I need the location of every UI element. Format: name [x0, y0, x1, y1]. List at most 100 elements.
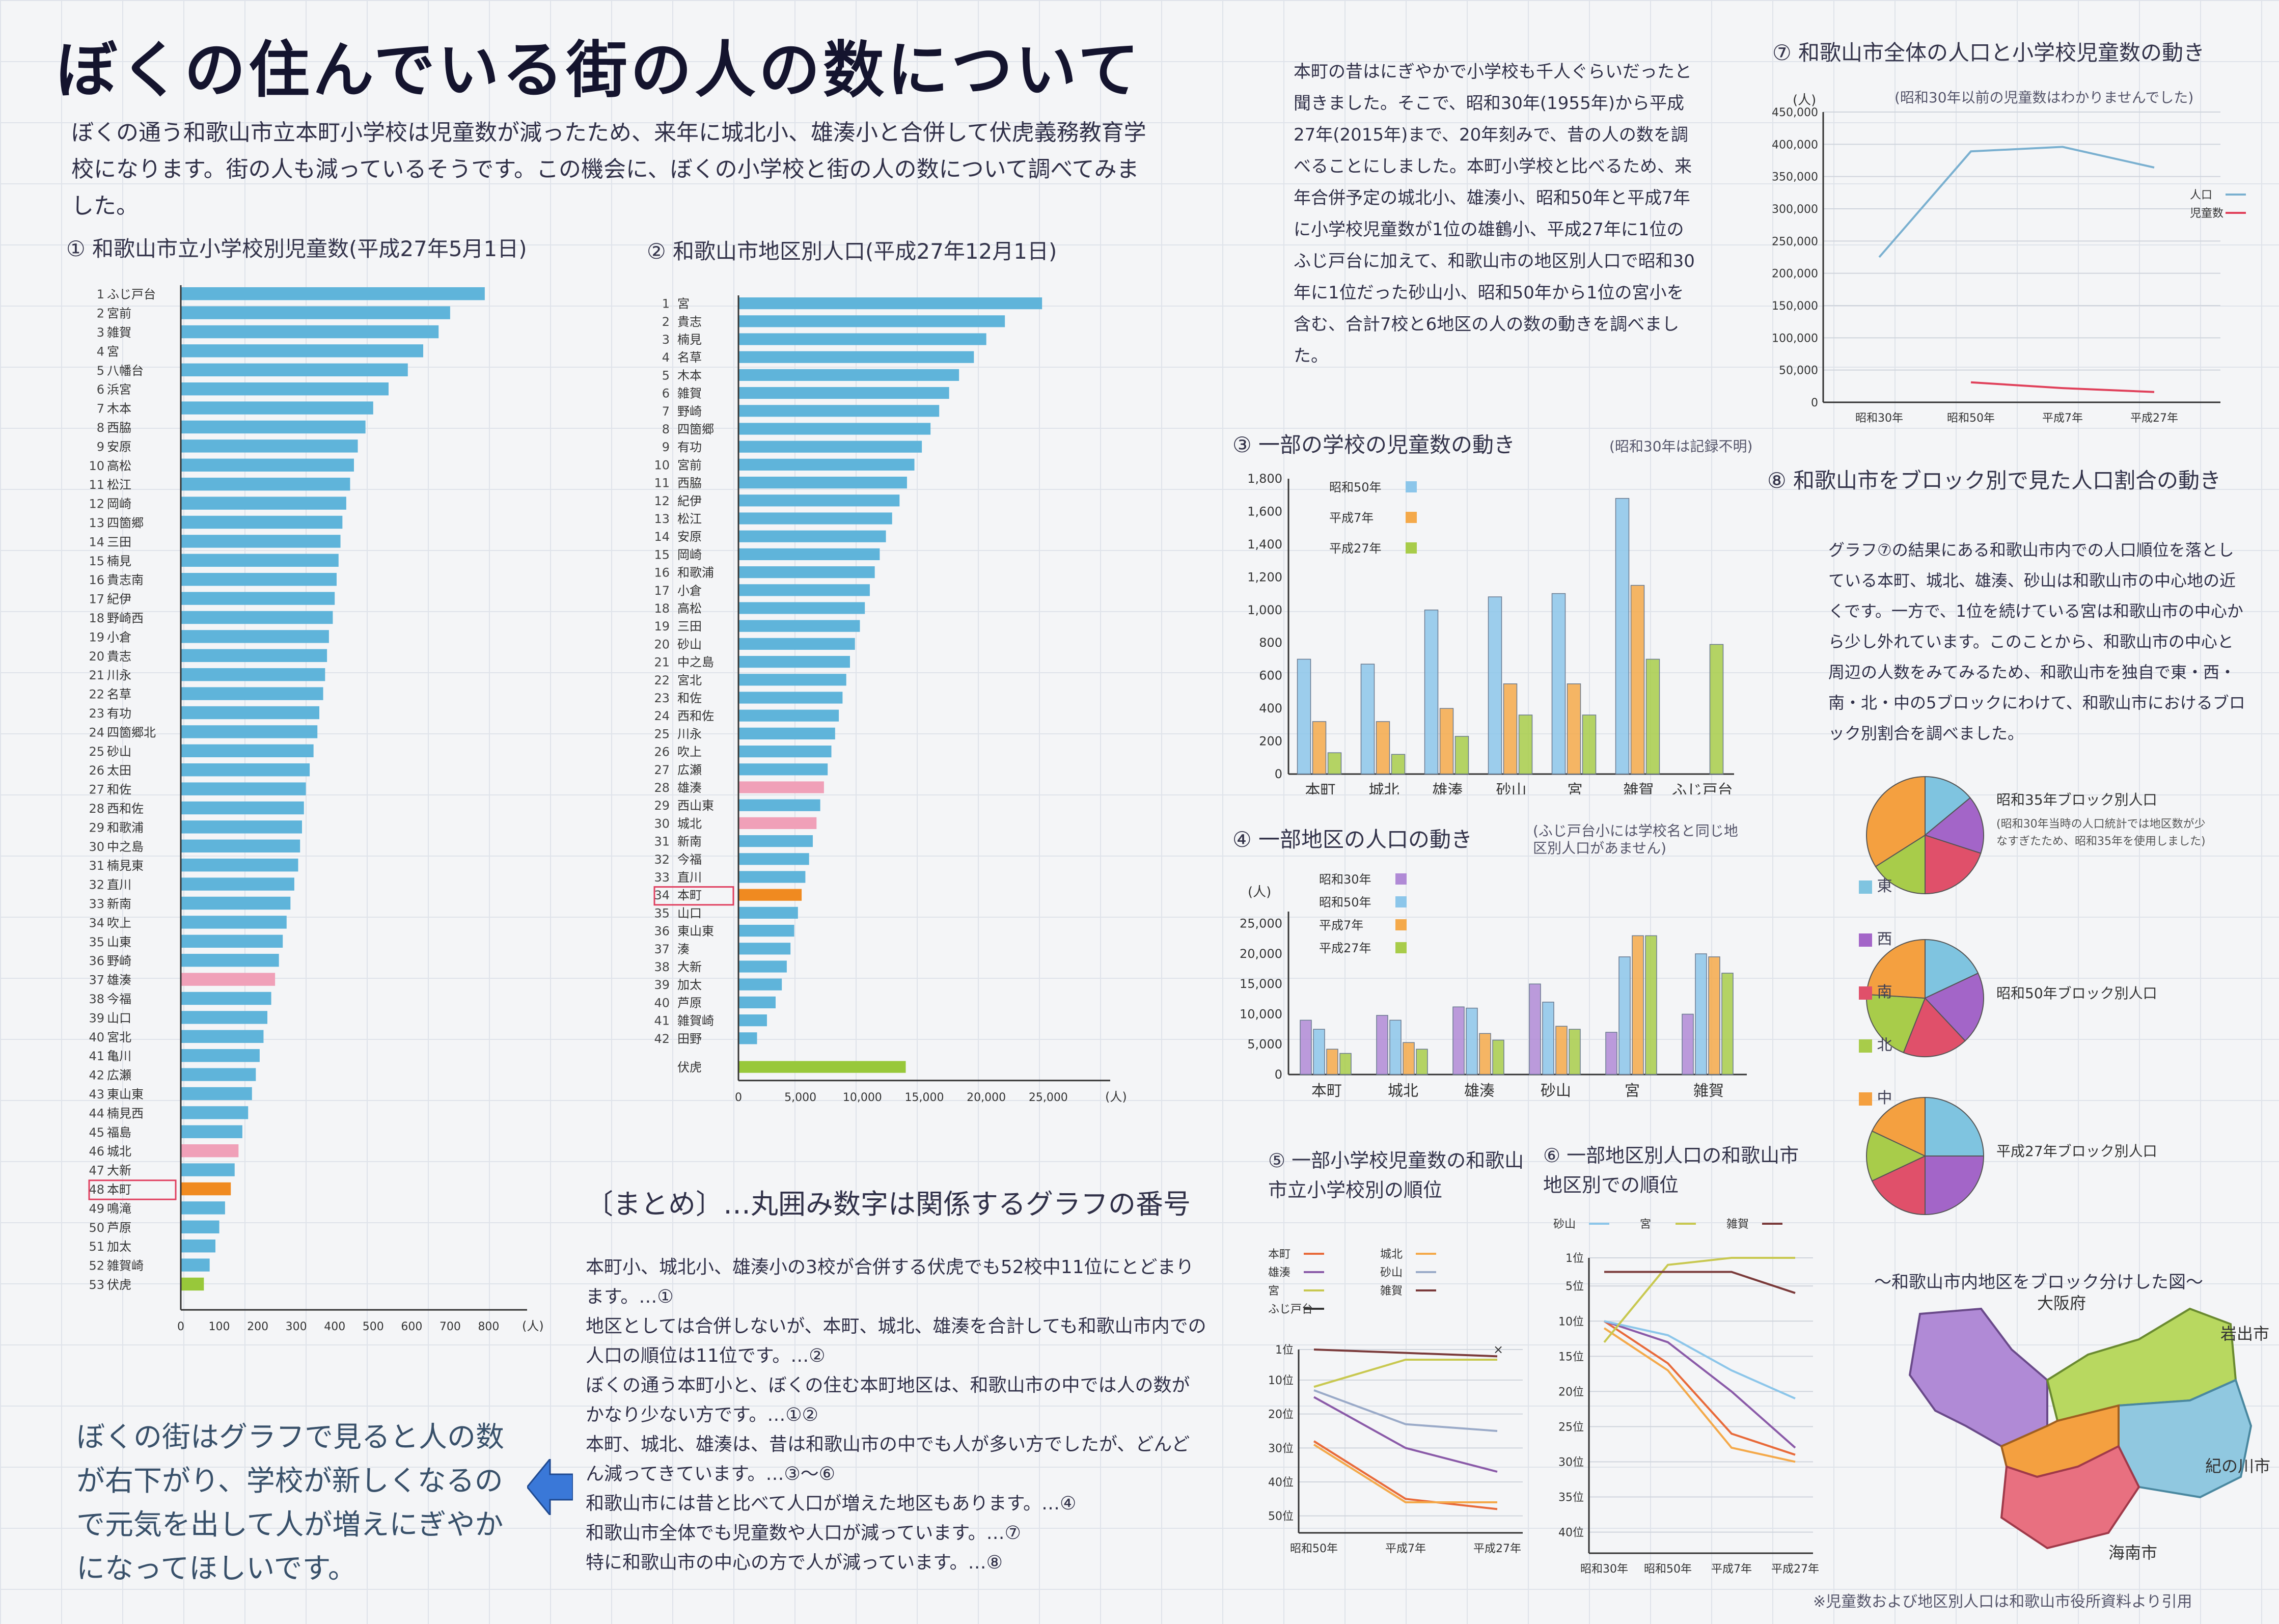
bar	[738, 835, 813, 847]
tick-label: 200	[1259, 734, 1282, 749]
bar	[1721, 973, 1734, 1075]
rank-label: 18	[654, 601, 670, 616]
rank-label: 9	[662, 440, 670, 454]
chart8-title: ⑧ 和歌山市をブロック別で見た人口割合の動き	[1767, 468, 2221, 493]
tick-label: 100	[209, 1320, 230, 1333]
tick-label: 25,000	[1029, 1091, 1068, 1104]
category-label: 和佐	[677, 691, 702, 705]
pie-slice	[1866, 1130, 1927, 1182]
legend-swatch	[1406, 542, 1417, 554]
bar	[181, 325, 439, 339]
category-label: 雄湊	[107, 973, 131, 987]
bar	[738, 906, 798, 919]
tick-label: 600	[1259, 669, 1282, 683]
tick-label: 200,000	[1772, 268, 1818, 281]
legend-label: 雑賀	[1726, 1218, 1749, 1231]
bar	[181, 1220, 219, 1233]
category-label: 宮	[107, 344, 119, 359]
x-tick-label: 昭和50年	[1947, 412, 1995, 425]
category-label: 八幡台	[107, 364, 144, 378]
category-label: 川永	[677, 727, 702, 741]
tick-label: 800	[1259, 636, 1282, 650]
legend-swatch	[1406, 512, 1417, 523]
bar	[181, 592, 335, 605]
rank-label: 1	[662, 297, 670, 311]
bar	[738, 530, 886, 542]
legend-swatch	[1859, 1039, 1872, 1053]
rank-label: 31	[89, 859, 104, 873]
category-label: 木本	[677, 368, 702, 382]
series-line	[1604, 1320, 1796, 1400]
pie-slice	[1871, 1096, 1926, 1157]
category-label: 小倉	[677, 584, 702, 598]
bar	[738, 423, 931, 435]
rank-label: 51	[89, 1240, 104, 1254]
bar	[181, 1049, 260, 1062]
series-line	[1878, 146, 2155, 258]
series-line	[1603, 1327, 1796, 1463]
category-label: 名草	[107, 687, 131, 702]
bar	[181, 458, 354, 472]
rank-label: 41	[89, 1049, 104, 1063]
category-label: 四箇郷北	[107, 725, 156, 739]
category-label: 宮北	[107, 1030, 131, 1044]
rank-label: 13	[89, 516, 104, 530]
bar	[738, 925, 794, 937]
bar	[738, 638, 855, 650]
rank-label: 9	[97, 439, 104, 454]
page-title: ぼくの住んでいる街の人の数について	[56, 35, 1142, 106]
series-line	[1313, 1389, 1498, 1432]
tick-label: 20,000	[1240, 947, 1282, 961]
category-label: 四箇郷	[107, 516, 144, 530]
bar	[738, 602, 865, 614]
tick-label: 1,600	[1247, 504, 1282, 518]
rank-label: 46	[89, 1144, 104, 1159]
bar	[181, 839, 300, 852]
rank-label: 33	[89, 897, 104, 911]
tick-label: 0	[1275, 767, 1282, 781]
x-tick-label: 昭和30年	[1855, 412, 1903, 425]
legend-west: 西	[1859, 926, 1892, 949]
bar	[181, 896, 291, 910]
bar	[1605, 1032, 1617, 1075]
summary-line: 本町、城北、雄湊は、昔は和歌山市の中でも人が多い方でしたが、どんどん減ってきてい…	[586, 1434, 1190, 1484]
legend-label: 城北	[1640, 1212, 1662, 1213]
bar	[1551, 593, 1566, 775]
tick-label: 0	[1275, 1067, 1282, 1082]
rank-label: 18	[89, 611, 104, 625]
category-label: 和歌浦	[677, 566, 714, 580]
bar	[181, 344, 423, 357]
category-label: 本町	[677, 888, 702, 902]
category-label: 山口	[677, 906, 702, 920]
rank-label: 20	[654, 637, 670, 651]
category-label: 有功	[107, 706, 131, 721]
rank-label: 1	[97, 287, 104, 301]
left-arrow-icon	[527, 1459, 573, 1515]
category-label: 雑賀	[1693, 1082, 1724, 1100]
legend-label: 宮	[1268, 1285, 1279, 1298]
legend-label: 砂山	[1380, 1267, 1403, 1279]
pie-slice	[1871, 1155, 1926, 1216]
category-label: 芦原	[107, 1221, 131, 1235]
category-label: 高松	[677, 601, 702, 616]
category-label: 城北	[1388, 1082, 1418, 1100]
tick-label: 500	[363, 1320, 384, 1333]
category-label: 山口	[107, 1011, 131, 1025]
tick-label: 400	[324, 1320, 345, 1333]
rank-label: 3	[97, 325, 104, 340]
category-label: 西和佐	[677, 709, 714, 723]
tick-label: 400	[1259, 701, 1282, 715]
x-tick-label: 昭和50年	[1290, 1543, 1338, 1555]
source-note: ※児童数および地区別人口は和歌山市役所資料より引用	[1813, 1593, 2192, 1611]
bar	[1503, 683, 1518, 775]
series-line	[1603, 1257, 1795, 1343]
bar	[181, 420, 366, 434]
category-label: 安原	[677, 530, 702, 544]
rank-label: 33	[654, 870, 670, 885]
pie-slice	[1866, 776, 1926, 868]
chart3-title: ③ 一部の学校の児童数の動き	[1232, 432, 1516, 457]
bar	[1452, 1006, 1465, 1075]
category-label: 中之島	[107, 840, 144, 854]
bar	[1518, 714, 1533, 775]
category-label: 城北	[677, 816, 702, 831]
